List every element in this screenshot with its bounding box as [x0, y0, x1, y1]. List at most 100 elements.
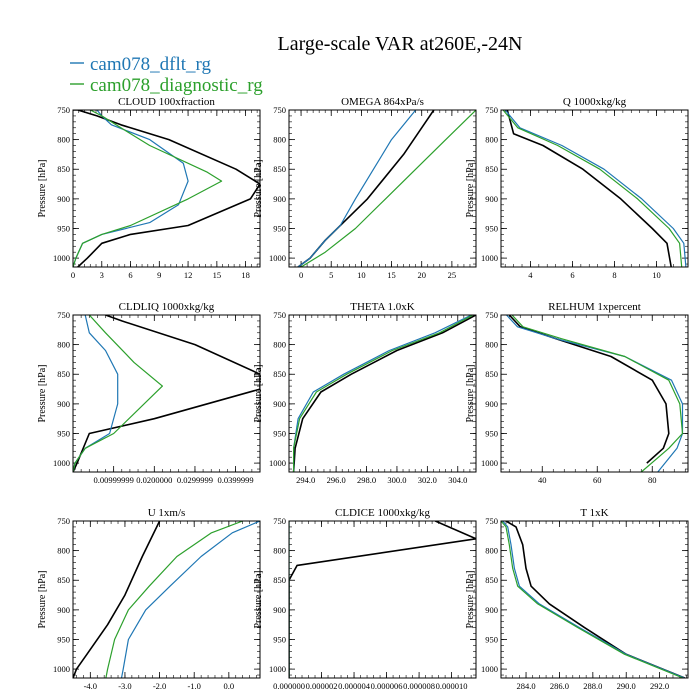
plot-frame: [72, 109, 261, 268]
y-tick-label: 750: [57, 105, 70, 115]
legend: cam078_dflt_rg cam078_diagnostic_rg: [70, 54, 263, 96]
legend-label-1: cam078_dflt_rg: [90, 54, 212, 75]
y-tick-label: 1000: [269, 664, 286, 674]
panel-title: U 1xm/s: [148, 507, 186, 519]
series-line-3: [73, 110, 223, 267]
series-line-2: [502, 521, 685, 678]
series-line-2: [504, 110, 687, 267]
series-line-2: [120, 521, 260, 678]
plot-frame: [288, 520, 477, 679]
x-tick-label: 6: [570, 270, 574, 280]
y-tick-label: 750: [57, 310, 70, 320]
panel-1: CLOUD 100xfraction Pressure [hPa] 750 800 85…: [37, 96, 261, 280]
series-line-1: [289, 521, 476, 678]
y-tick-label: 800: [57, 340, 70, 350]
x-tick-label: 304.0: [448, 475, 467, 485]
y-tick-label: 800: [485, 135, 498, 145]
y-tick-label: 750: [273, 310, 286, 320]
x-tick-label: 296.0: [327, 475, 346, 485]
series-line-2: [297, 110, 417, 267]
panel-4: CLDLIQ 1000xkg/kg Pressure [hPa] 750 800 850…: [37, 301, 261, 485]
y-tick-label: 900: [273, 194, 286, 204]
y-tick-label: 850: [57, 369, 70, 379]
y-tick-label: 1000: [269, 458, 286, 468]
y-tick-label: 1000: [269, 253, 286, 263]
y-axis-label: Pressure [hPa]: [37, 159, 48, 217]
plot-frame: [500, 520, 689, 679]
x-tick-label: 284.0: [516, 681, 535, 691]
series-line-1: [506, 110, 672, 267]
series-line-3: [502, 110, 683, 267]
panel-3: Q 1000xkg/kg Pressure [hPa] 750 800 850 900 95…: [465, 96, 689, 280]
y-tick-label: 1000: [53, 253, 70, 263]
plot-frame: [500, 314, 689, 473]
y-tick-label: 850: [273, 575, 286, 585]
y-tick-label: 1000: [53, 458, 70, 468]
y-axis-label: Pressure [hPa]: [37, 570, 48, 628]
y-tick-label: 850: [273, 164, 286, 174]
x-tick-label: 0.0200000: [136, 475, 172, 485]
plot-frame: [288, 109, 477, 268]
y-tick-label: 850: [57, 164, 70, 174]
y-tick-label: 850: [57, 575, 70, 585]
x-tick-label: -1.0: [187, 681, 200, 691]
panel-7: U 1xm/s Pressure [hPa] 750 800 850 900 950 1000…: [37, 507, 261, 691]
panel-title: OMEGA 864xPa/s: [341, 96, 424, 108]
y-tick-label: 1000: [53, 664, 70, 674]
y-tick-label: 900: [57, 605, 70, 615]
x-tick-label: 292.0: [650, 681, 669, 691]
y-axis-label: Pressure [hPa]: [465, 570, 476, 628]
y-tick-label: 950: [57, 428, 70, 438]
y-tick-label: 750: [485, 105, 498, 115]
y-tick-label: 750: [57, 516, 70, 526]
y-tick-label: 800: [57, 135, 70, 145]
x-tick-label: -2.0: [153, 681, 166, 691]
x-tick-label: 298.0: [357, 475, 376, 485]
x-tick-label: 0.0: [224, 681, 235, 691]
x-tick-label: 0.000010: [436, 681, 468, 691]
x-tick-label: 15: [213, 270, 222, 280]
series-line-3: [293, 315, 474, 472]
y-tick-label: 950: [273, 428, 286, 438]
x-tick-label: 15: [387, 270, 396, 280]
x-tick-label: 0.00999999: [93, 475, 133, 485]
figure-title: Large-scale VAR at260E,-24N: [278, 33, 523, 55]
y-tick-label: 750: [485, 516, 498, 526]
y-tick-label: 950: [485, 223, 498, 233]
y-tick-label: 850: [485, 575, 498, 585]
y-tick-label: 900: [57, 399, 70, 409]
x-tick-label: 18: [241, 270, 250, 280]
y-axis-label: Pressure [hPa]: [465, 364, 476, 422]
panel-title: CLDLIQ 1000xkg/kg: [119, 301, 215, 313]
x-tick-label: 3: [100, 270, 104, 280]
series-line-1: [73, 110, 260, 267]
x-tick-label: 294.0: [296, 475, 315, 485]
y-tick-label: 900: [57, 194, 70, 204]
series-line-3: [73, 315, 163, 472]
series-line-3: [300, 110, 476, 267]
x-tick-label: 40: [538, 475, 547, 485]
x-tick-label: 300.0: [387, 475, 406, 485]
y-tick-label: 900: [273, 605, 286, 615]
x-tick-label: -4.0: [84, 681, 97, 691]
y-tick-label: 950: [273, 223, 286, 233]
x-tick-label: 0.000002: [306, 681, 338, 691]
x-tick-label: 80: [648, 475, 657, 485]
plot-frame: [72, 314, 261, 473]
y-tick-label: 900: [485, 194, 498, 204]
x-tick-label: 286.0: [550, 681, 569, 691]
y-tick-label: 900: [485, 399, 498, 409]
series-line-1: [505, 521, 686, 678]
x-tick-label: 0.0299999: [177, 475, 213, 485]
x-tick-label: 8: [612, 270, 616, 280]
x-tick-label: 288.0: [583, 681, 602, 691]
panel-title: THETA 1.0xK: [350, 301, 415, 313]
y-tick-label: 1000: [481, 458, 498, 468]
series-line-1: [292, 315, 476, 472]
plot-frame: [72, 520, 261, 679]
y-tick-label: 950: [485, 428, 498, 438]
x-tick-label: 10: [652, 270, 661, 280]
y-tick-label: 950: [273, 634, 286, 644]
series-line-1: [73, 521, 161, 678]
